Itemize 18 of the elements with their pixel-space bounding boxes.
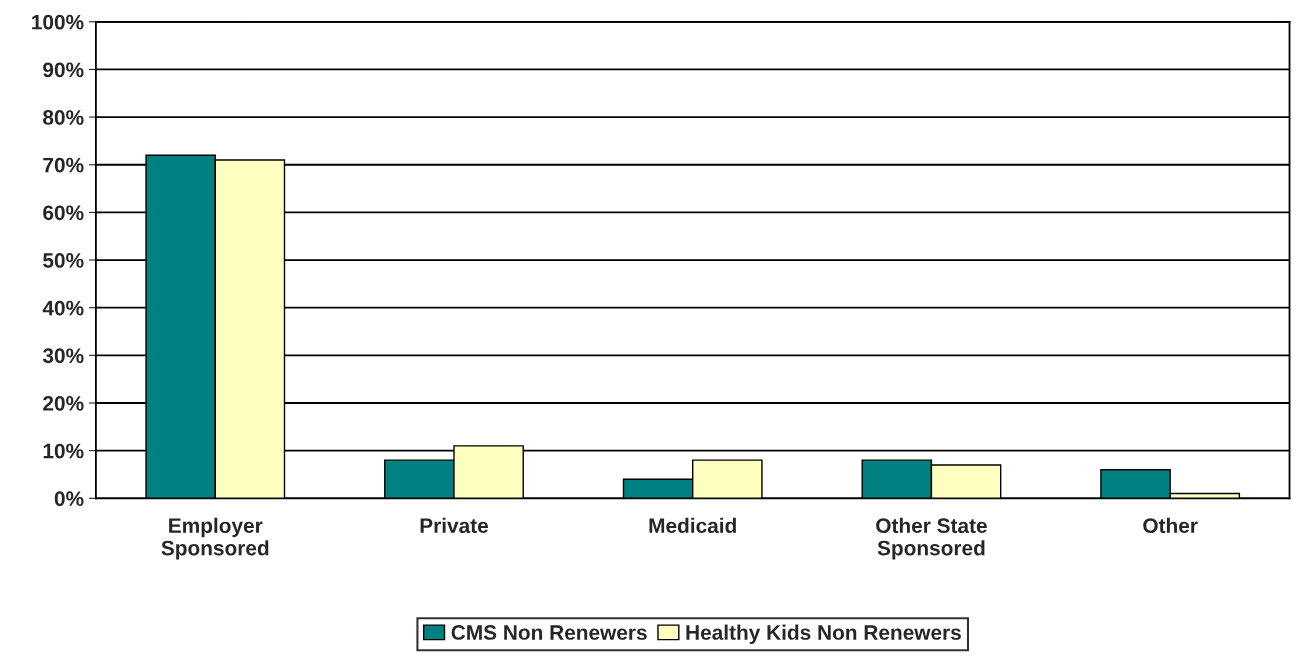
y-tick-label: 70% <box>43 157 84 173</box>
y-tick-label: 0% <box>54 491 84 507</box>
legend-label: Healthy Kids Non Renewers <box>686 624 961 644</box>
x-tick-label: Other State Sponsored <box>876 517 987 560</box>
y-tick-label: 90% <box>43 62 84 78</box>
legend-label: CMS Non Renewers <box>451 625 647 640</box>
y-tick-label: 80% <box>43 110 84 125</box>
x-tick-label: Other <box>1143 517 1198 534</box>
y-tick-label: 50% <box>43 253 84 268</box>
y-tick-label: 10% <box>43 443 84 459</box>
y-tick-label: 60% <box>43 205 84 221</box>
y-tick-label: 30% <box>42 348 84 364</box>
y-tick-label: 100% <box>32 14 84 30</box>
x-tick-label: Medicaid <box>649 517 736 534</box>
y-tick-label: 20% <box>43 396 84 411</box>
x-tick-label: Employer Sponsored <box>161 517 269 560</box>
y-tick-label: 40% <box>42 300 84 316</box>
x-tick-label: Private <box>420 517 489 534</box>
